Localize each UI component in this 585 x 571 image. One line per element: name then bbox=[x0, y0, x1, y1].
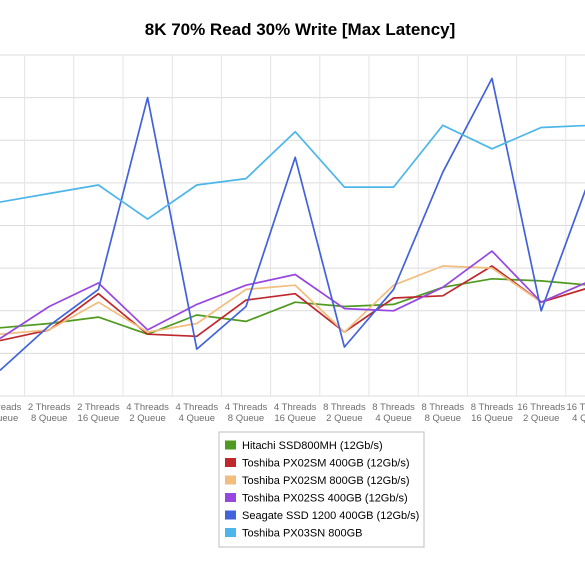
legend: Hitachi SSD800MH (12Gb/s) Toshiba PX02SM … bbox=[218, 431, 425, 548]
series-line-1 bbox=[0, 277, 585, 336]
x-tick-label: 8 Threads 2 Queue bbox=[323, 402, 366, 424]
x-tick-label: 8 Threads 4 Queue bbox=[372, 402, 415, 424]
legend-swatch bbox=[225, 475, 236, 485]
legend-label: Toshiba PX02SS 400GB (12Gb/s) bbox=[242, 493, 408, 505]
series-line-3 bbox=[0, 265, 585, 336]
legend-swatch bbox=[225, 458, 236, 467]
x-tick-label: 4 Threads 4 Queue bbox=[175, 402, 218, 424]
x-tick-label: 2 Threads 16 Queue bbox=[77, 402, 120, 424]
series-line-2 bbox=[0, 265, 585, 342]
legend-swatch bbox=[225, 493, 236, 502]
legend-label: Toshiba PX03SN 800GB bbox=[242, 528, 362, 540]
series-line-5 bbox=[0, 77, 585, 372]
series-line-6 bbox=[0, 124, 585, 220]
legend-label: Toshiba PX02SM 800GB (12Gb/s) bbox=[242, 475, 410, 487]
x-tick-label: 4 Threads 8 Queue bbox=[225, 402, 268, 424]
legend-label: Seagate SSD 1200 400GB (12Gb/s) bbox=[242, 510, 419, 522]
legend-swatch bbox=[225, 510, 236, 520]
x-tick-label: 8 Threads 8 Queue bbox=[421, 402, 464, 424]
x-tick-label: 2 Threads 8 Queue bbox=[28, 402, 71, 424]
chart-title: 8K 70% Read 30% Write [Max Latency] bbox=[145, 20, 456, 39]
series-lines bbox=[0, 77, 585, 372]
legend-swatch bbox=[225, 528, 236, 537]
x-tick-label: 8 Threads 16 Queue bbox=[471, 402, 514, 424]
legend-swatch bbox=[225, 440, 236, 450]
x-tick-label: 16 Threads 2 Queue bbox=[517, 402, 565, 424]
series-line-4 bbox=[0, 250, 585, 340]
x-tick-label: 4 Threads 2 Queue bbox=[126, 402, 169, 424]
legend-label: Hitachi SSD800MH (12Gb/s) bbox=[242, 440, 383, 452]
legend-box bbox=[218, 431, 425, 548]
x-tick-label: 4 Threads 16 Queue bbox=[274, 402, 317, 424]
legend-label: Toshiba PX02SM 400GB (12Gb/s) bbox=[242, 458, 410, 470]
